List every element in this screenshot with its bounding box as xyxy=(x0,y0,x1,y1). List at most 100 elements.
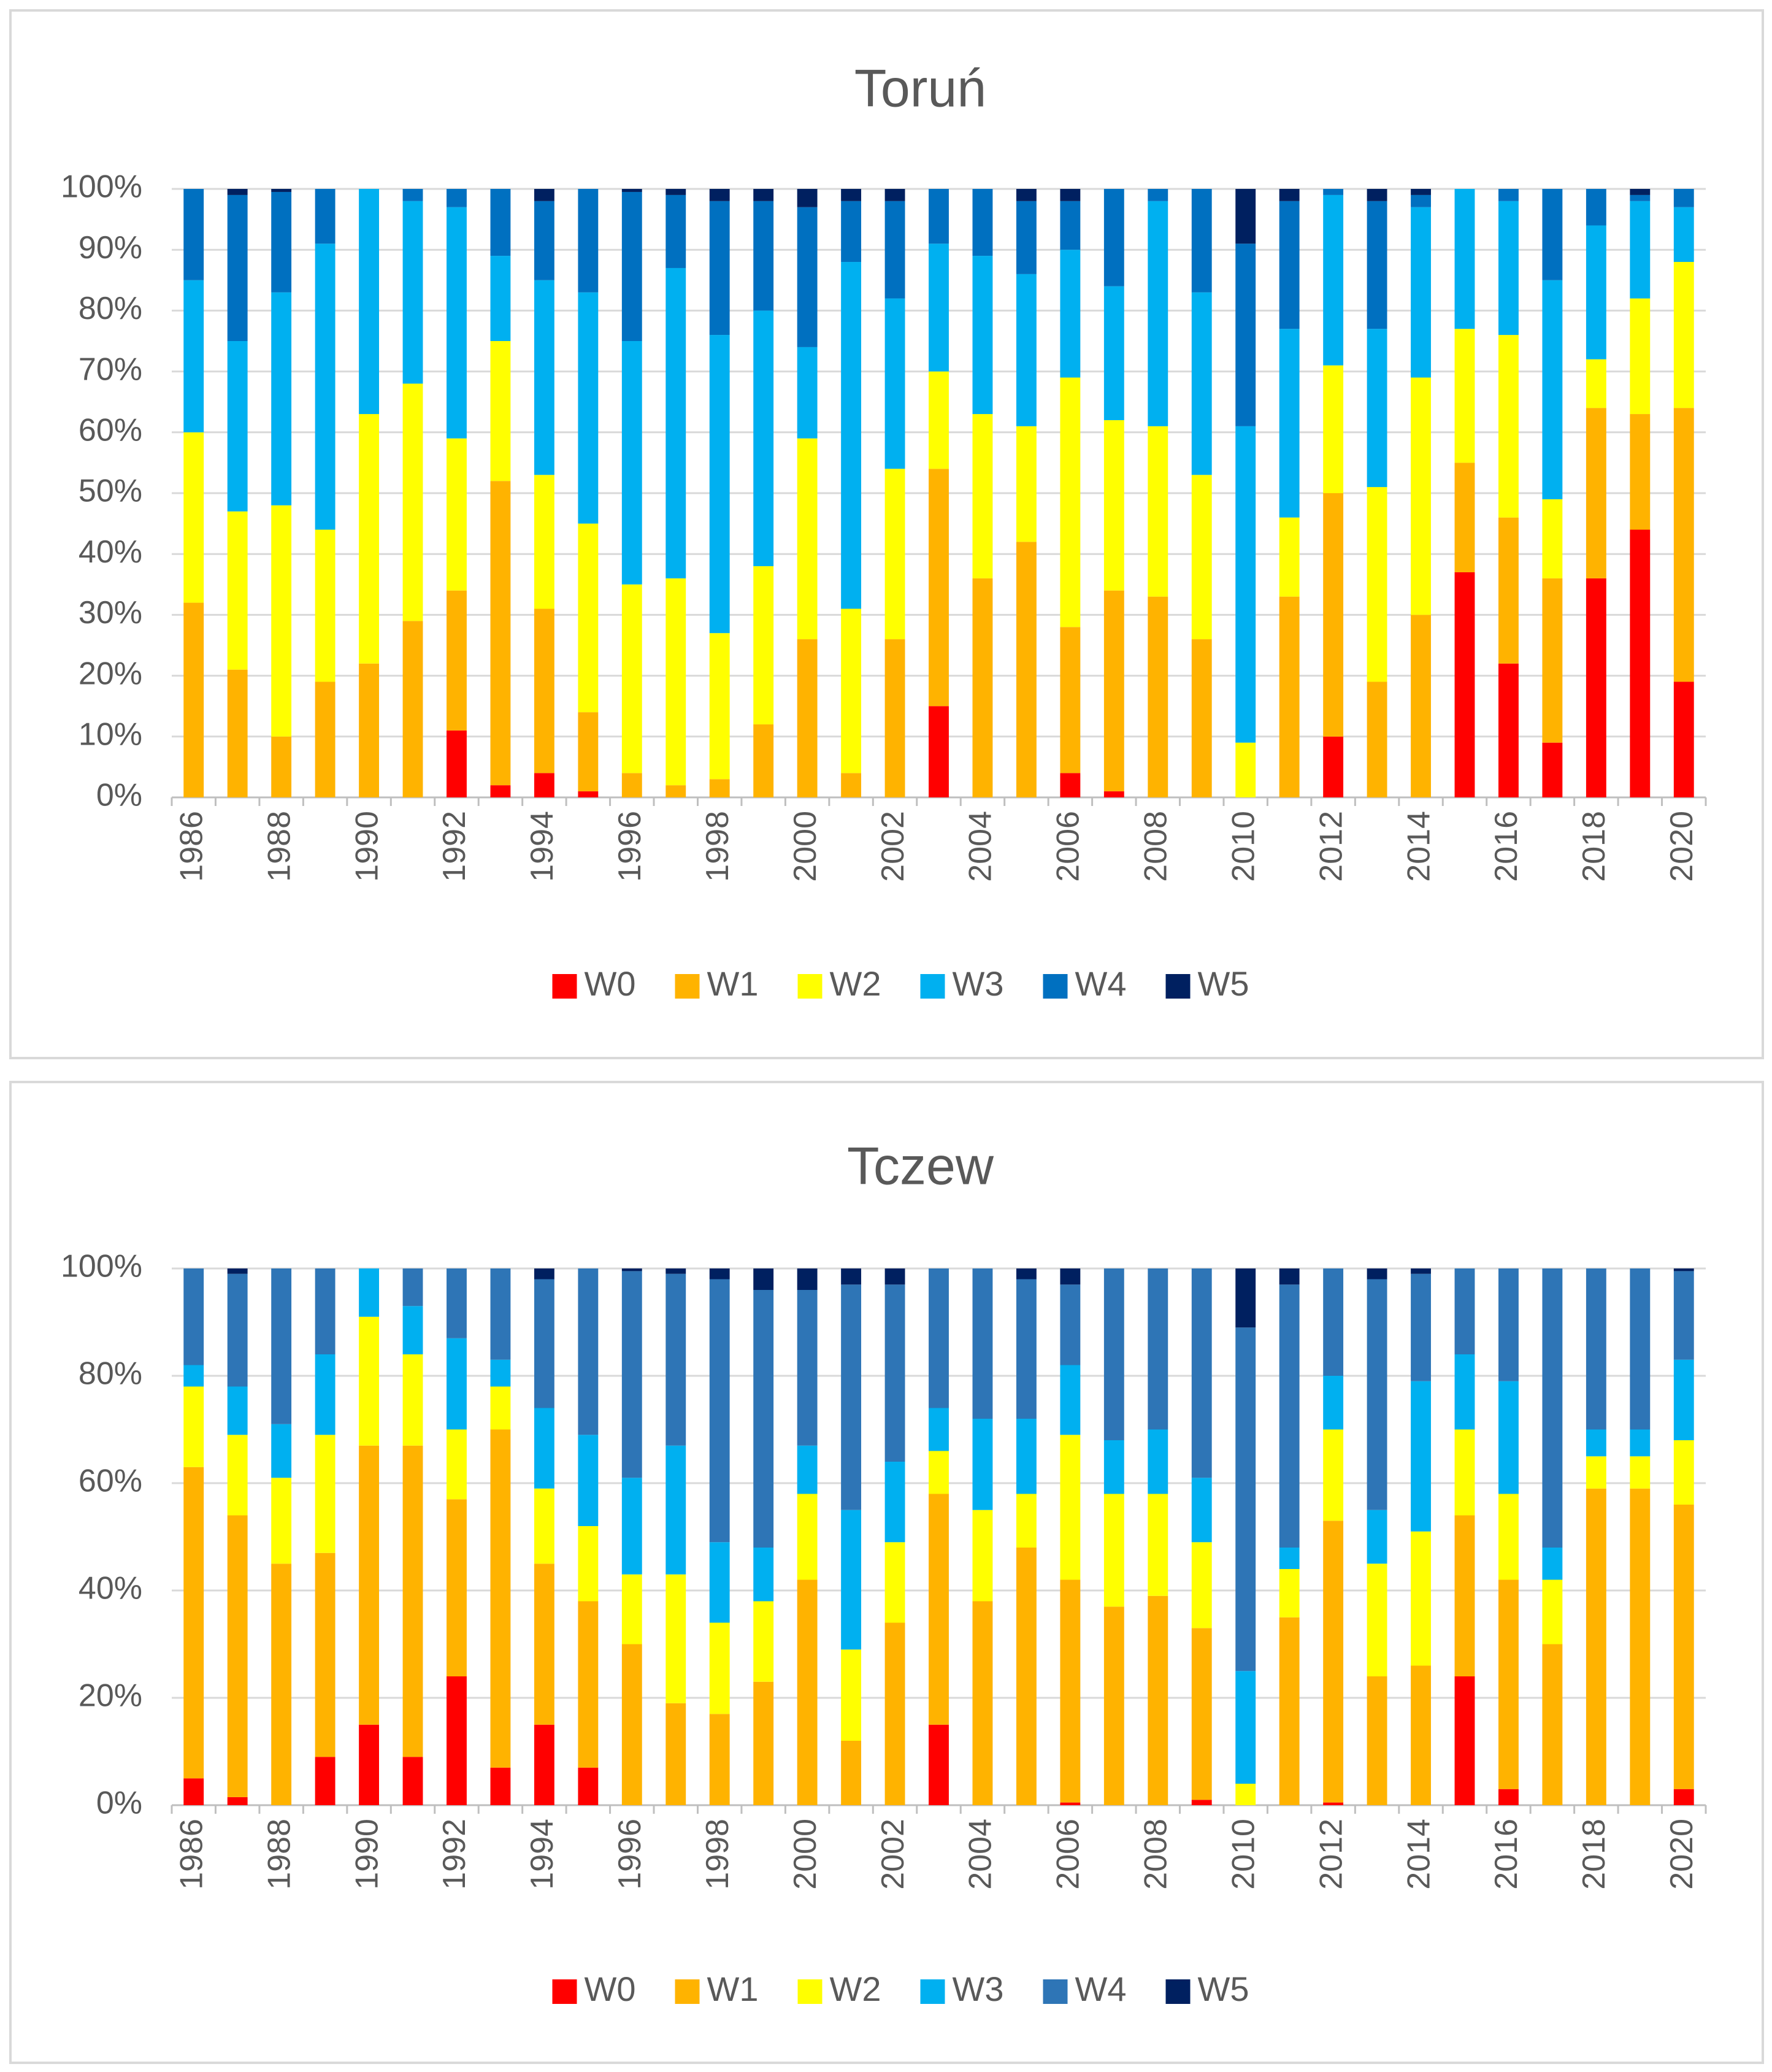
bar-segment xyxy=(797,1445,818,1494)
x-tick-label: 2004 xyxy=(963,1819,999,1890)
bar-segment xyxy=(1542,1548,1563,1580)
bar-segment xyxy=(1673,1505,1694,1789)
bar-segment xyxy=(1367,681,1387,797)
x-tick-label: 1986 xyxy=(174,811,209,882)
bar-segment xyxy=(271,189,292,192)
bar-segment xyxy=(1673,1440,1694,1505)
x-tick-label: 2000 xyxy=(788,811,823,882)
x-tick-label: 1994 xyxy=(524,811,560,882)
bar-segment xyxy=(841,1649,862,1741)
bar-segment xyxy=(271,505,292,737)
bar-segment xyxy=(621,584,642,773)
bar-segment xyxy=(227,1273,248,1387)
bar-segment xyxy=(621,189,642,192)
bar-segment xyxy=(841,189,862,201)
x-tick-label: 2016 xyxy=(1489,811,1524,882)
bar-segment xyxy=(841,1510,862,1650)
bar-segment xyxy=(490,1359,511,1387)
bar-segment xyxy=(665,785,686,797)
bar-segment xyxy=(402,1757,423,1805)
bar-segment xyxy=(665,578,686,786)
bar-segment xyxy=(1498,201,1519,336)
bar-segment xyxy=(1586,408,1606,578)
bar-segment xyxy=(447,1268,467,1338)
bar-segment xyxy=(1148,189,1168,201)
legend-label: W4 xyxy=(1075,1970,1127,2008)
bar-segment xyxy=(271,736,292,797)
legend-swatch xyxy=(552,974,577,999)
y-tick-label: 20% xyxy=(79,1678,142,1714)
bar-segment xyxy=(227,1386,248,1435)
x-tick-label: 1996 xyxy=(612,1819,648,1890)
bar-segment xyxy=(1016,1279,1037,1419)
bar-segment xyxy=(534,189,554,201)
bar-segment xyxy=(359,1445,379,1725)
bar-segment xyxy=(753,1548,774,1602)
bar-segment xyxy=(227,1268,248,1274)
x-tick-label: 1988 xyxy=(261,1819,297,1890)
legend-swatch xyxy=(1043,974,1068,999)
bar-segment xyxy=(1673,681,1694,797)
bar-segment xyxy=(402,201,423,384)
bar-segment xyxy=(183,1268,204,1365)
bar-segment xyxy=(884,469,905,640)
bar-segment xyxy=(621,1574,642,1644)
bar-segment xyxy=(490,481,511,786)
bar-segment xyxy=(1323,1429,1344,1521)
y-tick-label: 60% xyxy=(79,1464,142,1499)
x-tick-label: 2010 xyxy=(1225,1819,1261,1890)
y-tick-label: 20% xyxy=(79,656,142,691)
bar-segment xyxy=(1673,1789,1694,1805)
bar-segment xyxy=(709,1714,730,1805)
bar-segment xyxy=(1323,189,1344,195)
bar-segment xyxy=(315,1552,336,1757)
bar-segment xyxy=(1673,207,1694,263)
bar-segment xyxy=(621,191,642,341)
bar-segment xyxy=(884,1622,905,1805)
y-tick-label: 80% xyxy=(79,291,142,326)
bar-segment xyxy=(1586,1488,1606,1805)
bar-segment xyxy=(972,414,993,578)
bar-segment xyxy=(1323,1376,1344,1430)
bar-segment xyxy=(1411,1381,1431,1532)
bar-segment xyxy=(884,189,905,201)
bar-segment xyxy=(315,1435,336,1553)
bar-segment xyxy=(1367,487,1387,682)
y-tick-label: 40% xyxy=(79,1571,142,1606)
bar-segment xyxy=(1367,1268,1387,1280)
bar-segment xyxy=(1498,1494,1519,1580)
bar-segment xyxy=(315,244,336,530)
x-tick-label: 2020 xyxy=(1664,1819,1700,1890)
bar-segment xyxy=(1454,1515,1475,1676)
bar-segment xyxy=(1542,1579,1563,1644)
bar-segment xyxy=(1323,365,1344,493)
legend-label: W5 xyxy=(1198,964,1249,1003)
bar-segment xyxy=(929,1494,949,1725)
bar-segment xyxy=(1411,189,1431,195)
bar-segment xyxy=(1498,1789,1519,1805)
legend-label: W2 xyxy=(830,1970,881,2008)
bar-segment xyxy=(447,189,467,207)
bar-segment xyxy=(1367,201,1387,329)
bar-segment xyxy=(797,189,818,207)
bar-segment xyxy=(227,189,248,195)
bar-segment xyxy=(447,590,467,731)
bar-segment xyxy=(797,207,818,347)
bar-segment xyxy=(1454,572,1475,797)
bar-segment xyxy=(1060,189,1081,201)
bar-segment xyxy=(1235,1784,1256,1805)
bar-segment xyxy=(1411,377,1431,615)
bar-segment xyxy=(972,1268,993,1419)
x-tick-label: 2018 xyxy=(1576,1819,1612,1890)
bar-segment xyxy=(929,1724,949,1805)
bar-segment xyxy=(753,1268,774,1290)
bar-segment xyxy=(753,724,774,797)
bar-segment xyxy=(1673,262,1694,409)
bar-segment xyxy=(1103,590,1124,792)
bar-segment xyxy=(227,194,248,341)
bar-segment xyxy=(1191,1628,1212,1800)
y-tick-label: 0% xyxy=(96,1786,142,1821)
bar-segment xyxy=(1016,274,1037,426)
legend-swatch xyxy=(675,974,700,999)
bar-segment xyxy=(665,194,686,268)
